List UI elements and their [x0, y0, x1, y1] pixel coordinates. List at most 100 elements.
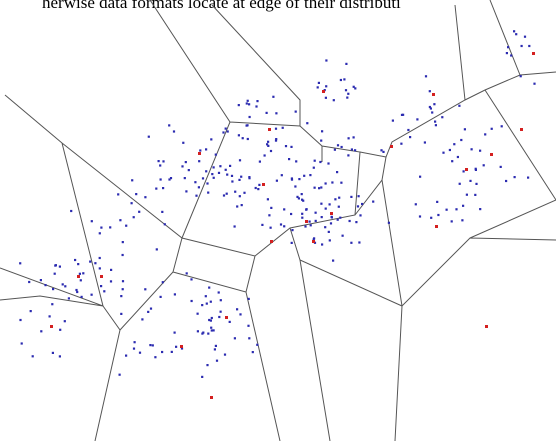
data-point — [234, 190, 237, 193]
data-point — [240, 204, 243, 207]
data-point — [223, 353, 227, 356]
data-point — [238, 195, 241, 198]
data-point — [246, 99, 249, 102]
data-point — [301, 198, 304, 201]
data-point — [231, 180, 234, 183]
center-point — [262, 183, 265, 186]
data-point — [54, 264, 57, 267]
data-point — [226, 173, 229, 176]
data-point — [241, 137, 244, 140]
data-point — [194, 181, 197, 184]
data-point — [230, 174, 234, 177]
data-point — [248, 115, 251, 119]
data-point — [205, 302, 208, 305]
center-point — [390, 145, 393, 148]
data-point — [90, 220, 93, 223]
data-point — [207, 191, 210, 194]
data-point — [210, 329, 213, 332]
data-point — [341, 234, 344, 237]
data-point — [245, 124, 248, 127]
center-point — [50, 325, 53, 328]
data-point — [463, 128, 466, 131]
center-point — [225, 316, 228, 319]
data-point — [59, 328, 62, 331]
data-point — [237, 134, 240, 137]
data-point — [456, 155, 459, 159]
data-point — [207, 332, 210, 335]
data-point — [79, 279, 82, 282]
data-point — [433, 103, 436, 106]
data-point — [258, 160, 261, 163]
data-point — [458, 182, 461, 185]
data-point — [75, 288, 78, 292]
data-point — [275, 179, 278, 182]
data-point — [327, 162, 330, 165]
data-point — [294, 110, 297, 113]
data-point — [455, 208, 458, 211]
data-point — [147, 135, 150, 138]
data-point — [121, 241, 124, 244]
data-point — [222, 131, 225, 134]
data-point — [212, 166, 215, 169]
data-point — [175, 345, 178, 348]
center-point — [330, 212, 333, 215]
data-point — [98, 267, 101, 270]
data-point — [100, 285, 103, 288]
center-point — [520, 128, 523, 131]
data-point — [380, 149, 383, 152]
data-point — [144, 288, 147, 291]
data-point — [301, 216, 304, 219]
data-point — [350, 148, 353, 151]
data-point — [63, 320, 66, 323]
data-point — [324, 207, 327, 210]
data-point — [434, 120, 437, 123]
data-point — [407, 128, 410, 132]
data-point — [168, 178, 171, 181]
data-point — [460, 138, 463, 142]
data-point — [359, 214, 362, 217]
center-point — [312, 240, 315, 243]
center-point — [532, 52, 535, 55]
data-point — [320, 186, 323, 189]
data-point — [58, 265, 61, 268]
data-point — [290, 177, 293, 180]
data-point — [210, 316, 213, 320]
data-point — [205, 170, 208, 173]
data-point — [226, 130, 229, 133]
data-point — [261, 223, 264, 226]
data-point — [290, 145, 293, 148]
data-point — [469, 179, 472, 182]
data-point — [475, 182, 478, 185]
data-point — [346, 96, 349, 99]
data-point — [159, 178, 162, 181]
data-point — [168, 124, 171, 127]
center-point — [268, 128, 271, 131]
data-point — [409, 136, 412, 139]
data-point — [185, 190, 188, 193]
data-point — [184, 161, 187, 164]
data-point — [442, 151, 445, 154]
data-point — [173, 293, 176, 296]
data-point — [320, 202, 323, 205]
data-point — [484, 133, 487, 136]
data-point — [258, 183, 261, 186]
data-point — [155, 187, 158, 190]
data-point — [434, 124, 437, 127]
data-point — [490, 127, 493, 130]
data-point — [190, 278, 193, 281]
data-point — [98, 256, 101, 260]
data-point — [219, 299, 222, 302]
data-point — [482, 164, 485, 167]
data-point — [309, 224, 312, 227]
data-point — [162, 187, 165, 190]
data-point — [290, 241, 293, 244]
data-point — [295, 160, 298, 163]
data-point — [333, 148, 336, 151]
data-point — [324, 182, 327, 185]
data-point — [345, 62, 348, 65]
data-point — [121, 253, 124, 257]
data-point — [125, 354, 128, 357]
data-point — [416, 118, 419, 121]
